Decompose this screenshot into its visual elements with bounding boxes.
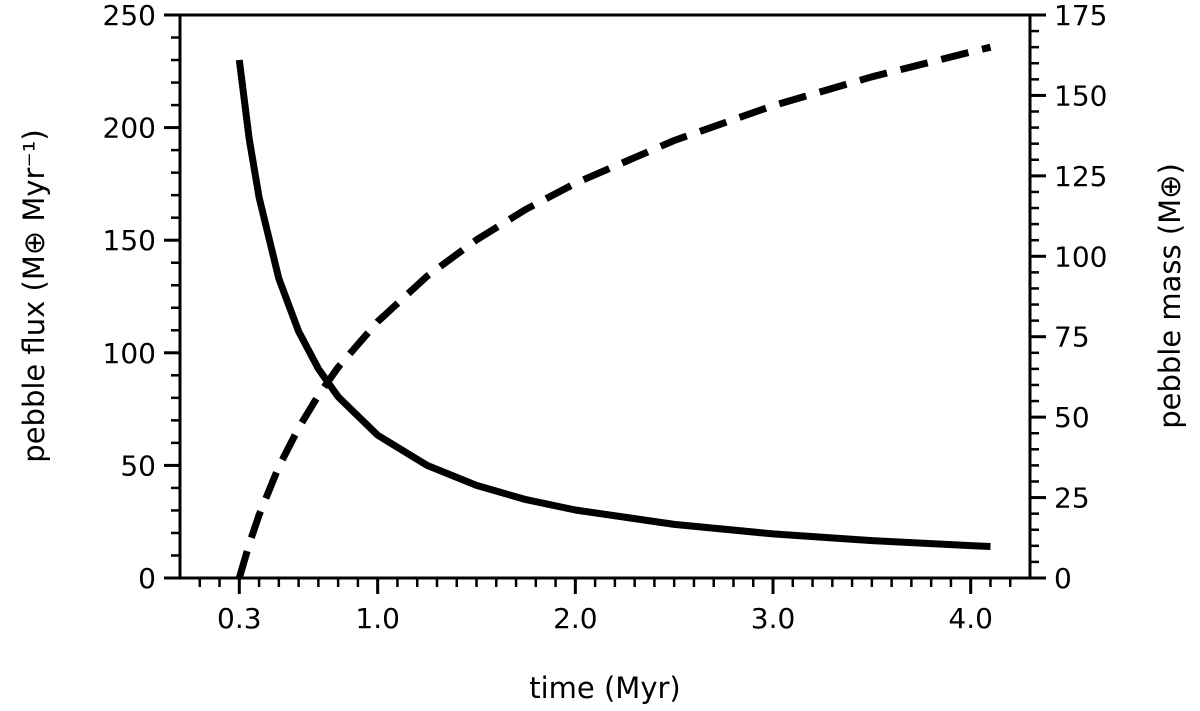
y-right-axis-label: pebble mass (M⊕) — [1153, 163, 1187, 429]
y-left-tick-label: 200 — [103, 112, 156, 145]
y-right-tick-label: 25 — [1054, 482, 1090, 515]
x-tick-label: 3.0 — [751, 602, 796, 635]
y-right-tick-label: 150 — [1054, 79, 1107, 112]
pebble-mass-line — [235, 43, 992, 579]
y-left-axis-label: pebble flux (M⊕ Myr⁻¹) — [17, 129, 51, 462]
y-right-tick-label: 100 — [1054, 240, 1107, 273]
y-right-tick-label: 75 — [1054, 321, 1090, 354]
y-right-tick-label: 175 — [1054, 0, 1107, 32]
plot-frame — [178, 13, 1032, 580]
y-left-tick-label: 100 — [103, 337, 156, 370]
x-tick-label: 4.0 — [948, 602, 993, 635]
y-left-tick-label: 50 — [120, 449, 156, 482]
y-left-tick-label: 0 — [138, 562, 156, 595]
y-right-tick-label: 125 — [1054, 160, 1107, 193]
x-tick-label: 1.0 — [355, 602, 400, 635]
y-left-tick-label: 150 — [103, 224, 156, 257]
pebble-flux-line — [235, 59, 991, 550]
x-tick-label: 0.3 — [217, 602, 262, 635]
y-right-tick-label: 0 — [1054, 562, 1072, 595]
y-right-tick-label: 50 — [1054, 401, 1090, 434]
y-left-tick-label: 250 — [103, 0, 156, 32]
x-tick-label: 2.0 — [553, 602, 598, 635]
x-axis-label: time (Myr) — [529, 671, 680, 705]
